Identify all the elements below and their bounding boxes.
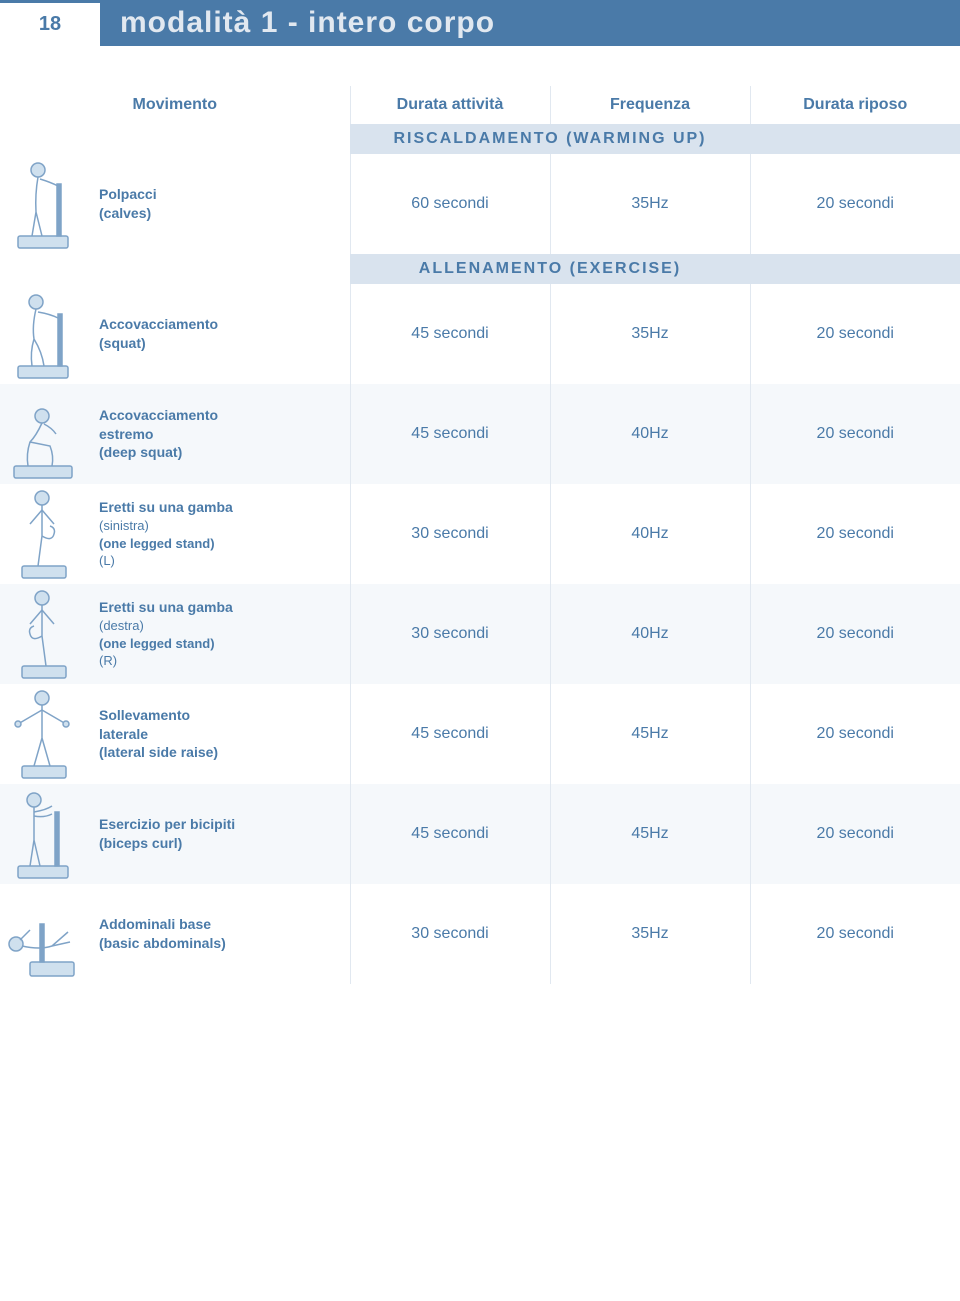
header-row: Movimento Durata attività Frequenza Dura… [0, 86, 960, 124]
exercise-en: (calves) [99, 204, 157, 223]
exercise-icon [0, 154, 85, 254]
section-label: ALLENAMENTO (EXERCISE) [350, 254, 750, 284]
section-allenamento: ALLENAMENTO (EXERCISE) [0, 254, 960, 284]
exercise-icon [0, 484, 85, 584]
row-lateral: Sollevamento laterale (lateral side rais… [0, 684, 960, 784]
exercise-sub: (destra) [99, 617, 233, 635]
exercise-sub: estremo [99, 425, 218, 444]
exercise-text: Esercizio per bicipiti (biceps curl) [99, 815, 235, 853]
cell-riposo: 20 secondi [750, 384, 960, 484]
cell-freq: 45Hz [550, 784, 750, 884]
cell-freq: 35Hz [550, 884, 750, 984]
exercise-title: Eretti su una gamba [99, 498, 233, 517]
exercise-side: (R) [99, 652, 233, 670]
exercise-text: Eretti su una gamba (sinistra) (one legg… [99, 498, 233, 570]
exercise-en: (biceps curl) [99, 834, 235, 853]
exercise-text: Sollevamento laterale (lateral side rais… [99, 706, 218, 763]
cell-freq: 40Hz [550, 484, 750, 584]
exercise-icon [0, 884, 85, 984]
exercise-icon [0, 284, 85, 384]
cell-riposo: 20 secondi [750, 584, 960, 684]
exercise-icon [0, 684, 85, 784]
cell-riposo: 20 secondi [750, 484, 960, 584]
cell-freq: 35Hz [550, 154, 750, 254]
exercise-text: Eretti su una gamba (destra) (one legged… [99, 598, 233, 670]
exercise-sub: (sinistra) [99, 517, 233, 535]
exercise-side: (L) [99, 552, 233, 570]
exercise-title: Accovacciamento [99, 315, 218, 334]
exercise-title: Addominali base [99, 915, 226, 934]
exercise-en: (squat) [99, 334, 218, 353]
col-frequenza: Frequenza [550, 86, 750, 124]
cell-freq: 40Hz [550, 384, 750, 484]
page-header: 18 modalità 1 - intero corpo [0, 0, 960, 46]
exercise-title: Eretti su una gamba [99, 598, 233, 617]
cell-durata: 45 secondi [350, 684, 550, 784]
cell-durata: 30 secondi [350, 884, 550, 984]
exercise-title: Accovacciamento [99, 406, 218, 425]
col-riposo: Durata riposo [750, 86, 960, 124]
cell-riposo: 20 secondi [750, 284, 960, 384]
exercise-icon [0, 784, 85, 884]
cell-durata: 45 secondi [350, 784, 550, 884]
row-biceps: Esercizio per bicipiti (biceps curl) 45 … [0, 784, 960, 884]
exercise-en: (one legged stand) [99, 535, 233, 553]
page-number: 18 [0, 0, 100, 46]
row-deepsquat: Accovacciamento estremo (deep squat) 45 … [0, 384, 960, 484]
cell-freq: 40Hz [550, 584, 750, 684]
row-polpacci: Polpacci (calves) 60 secondi 35Hz 20 sec… [0, 154, 960, 254]
exercise-icon [0, 584, 85, 684]
exercise-text: Polpacci (calves) [99, 185, 157, 223]
cell-durata: 45 secondi [350, 284, 550, 384]
exercise-title: Polpacci [99, 185, 157, 204]
exercise-en: (one legged stand) [99, 635, 233, 653]
exercise-text: Addominali base (basic abdominals) [99, 915, 226, 953]
cell-durata: 60 secondi [350, 154, 550, 254]
exercise-text: Accovacciamento (squat) [99, 315, 218, 353]
exercise-en: (basic abdominals) [99, 934, 226, 953]
page-title: modalità 1 - intero corpo [100, 0, 960, 46]
exercise-title: Esercizio per bicipiti [99, 815, 235, 834]
exercise-text: Accovacciamento estremo (deep squat) [99, 406, 218, 463]
cell-freq: 45Hz [550, 684, 750, 784]
exercise-en: (lateral side raise) [99, 743, 218, 762]
exercise-table: Movimento Durata attività Frequenza Dura… [0, 86, 960, 984]
cell-freq: 35Hz [550, 284, 750, 384]
spacer [0, 46, 960, 86]
col-durata: Durata attività [350, 86, 550, 124]
cell-riposo: 20 secondi [750, 884, 960, 984]
col-movimento: Movimento [0, 86, 350, 124]
row-squat: Accovacciamento (squat) 45 secondi 35Hz … [0, 284, 960, 384]
cell-durata: 30 secondi [350, 584, 550, 684]
cell-durata: 45 secondi [350, 384, 550, 484]
section-label: RISCALDAMENTO (WARMING UP) [350, 124, 750, 154]
cell-riposo: 20 secondi [750, 154, 960, 254]
exercise-en: (deep squat) [99, 443, 218, 462]
exercise-sub: laterale [99, 725, 218, 744]
exercise-icon [0, 384, 85, 484]
exercise-title: Sollevamento [99, 706, 218, 725]
row-onelegL: Eretti su una gamba (sinistra) (one legg… [0, 484, 960, 584]
section-riscaldamento: RISCALDAMENTO (WARMING UP) [0, 124, 960, 154]
row-onelegR: Eretti su una gamba (destra) (one legged… [0, 584, 960, 684]
row-abs: Addominali base (basic abdominals) 30 se… [0, 884, 960, 984]
cell-durata: 30 secondi [350, 484, 550, 584]
cell-riposo: 20 secondi [750, 684, 960, 784]
cell-riposo: 20 secondi [750, 784, 960, 884]
